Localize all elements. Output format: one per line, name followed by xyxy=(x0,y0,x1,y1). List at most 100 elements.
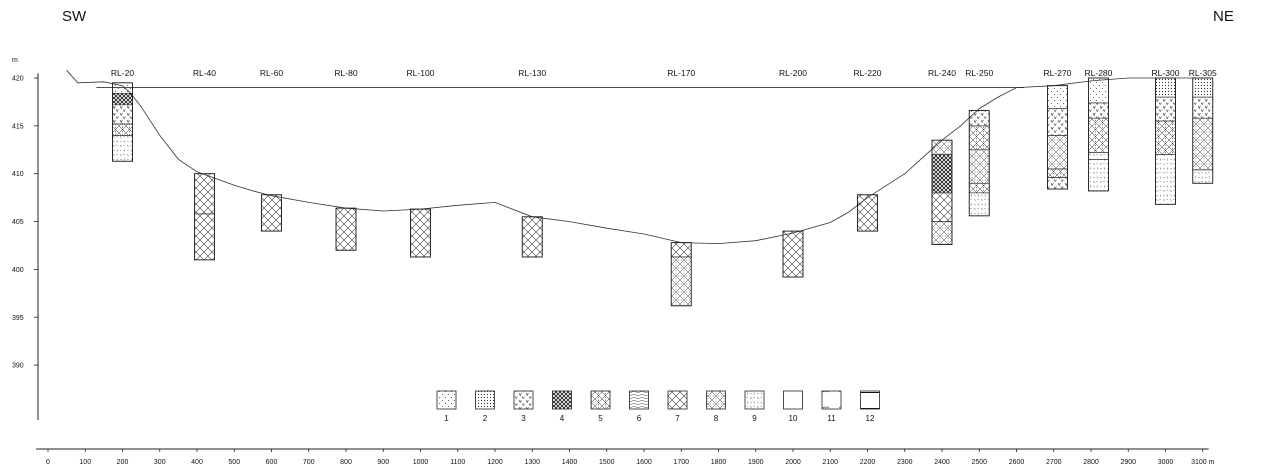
borehole-layer xyxy=(1155,77,1176,98)
borehole-label: RL-60 xyxy=(260,68,283,78)
borehole-layer xyxy=(670,242,692,258)
borehole-rl-130: RL-130 xyxy=(518,68,546,258)
borehole-rl-200: RL-200 xyxy=(779,68,807,278)
borehole-outline xyxy=(968,110,990,217)
borehole-layer xyxy=(931,192,953,222)
borehole-outline xyxy=(931,139,953,245)
x-tick-label: 1200 xyxy=(487,459,503,466)
borehole-label: RL-305 xyxy=(1189,68,1217,78)
legend-label-8: 8 xyxy=(714,414,719,423)
x-tick-label: 2200 xyxy=(860,459,876,466)
x-axis: 0 100 200 300 400 500 600 700 800 900 1000 1100 1200… xyxy=(36,448,1215,466)
boreholes: RL-20 RL-40 RL-60 RL-80 RL-100 RL-130 RL-170 RL… xyxy=(111,68,1217,307)
y-tick-label: 410 xyxy=(12,171,24,178)
borehole-layer xyxy=(1155,120,1176,155)
borehole-layer xyxy=(112,93,133,106)
borehole-layer xyxy=(931,154,953,194)
borehole-layer xyxy=(1088,117,1109,153)
y-tick-label: 400 xyxy=(12,267,24,274)
borehole-layer xyxy=(1155,154,1176,205)
legend-swatch-4 xyxy=(552,390,572,410)
borehole-label: RL-250 xyxy=(965,68,993,78)
borehole-rl-250: RL-250 xyxy=(965,68,993,217)
y-tick-label: 405 xyxy=(12,219,24,226)
borehole-rl-270: RL-270 xyxy=(1044,68,1072,190)
borehole-layer xyxy=(1088,102,1109,119)
x-tick-label: 2800 xyxy=(1083,459,1099,466)
borehole-rl-305: RL-305 xyxy=(1189,68,1217,184)
borehole-label: RL-280 xyxy=(1085,68,1113,78)
legend-label-3: 3 xyxy=(521,414,526,423)
borehole-label: RL-20 xyxy=(111,68,134,78)
borehole-label: RL-100 xyxy=(407,68,435,78)
borehole-layer xyxy=(968,149,990,184)
borehole-layer xyxy=(1088,152,1109,160)
borehole-layer xyxy=(1192,77,1214,98)
borehole-layer xyxy=(1155,96,1176,122)
borehole-outline xyxy=(261,194,282,232)
borehole-layer xyxy=(782,230,804,278)
x-tick-label: 600 xyxy=(266,459,278,466)
x-tick-label: 1900 xyxy=(748,459,764,466)
x-tick-label: 1500 xyxy=(599,459,615,466)
y-tick-label: 395 xyxy=(12,315,24,322)
x-tick-label: 2500 xyxy=(971,459,987,466)
borehole-label: RL-40 xyxy=(193,68,216,78)
borehole-layer xyxy=(1047,168,1068,178)
legend-label-11: 11 xyxy=(827,414,836,423)
legend-label-1: 1 xyxy=(444,414,449,423)
borehole-layer xyxy=(1047,108,1068,136)
x-tick-label: 2700 xyxy=(1046,459,1062,466)
x-tick-label: 1700 xyxy=(673,459,689,466)
y-axis: 420 415 410 405 400 395 390 xyxy=(12,73,39,420)
borehole-layer xyxy=(1047,135,1068,170)
river-bed-profile xyxy=(66,70,1203,245)
x-tick-label: 3000 xyxy=(1158,459,1174,466)
legend-label-2: 2 xyxy=(483,414,488,423)
x-tick-label: 2900 xyxy=(1120,459,1136,466)
y-tick-label: 420 xyxy=(12,76,24,83)
borehole-layer xyxy=(670,256,692,307)
borehole-rl-40: RL-40 xyxy=(193,68,216,261)
x-tick-label: 2100 xyxy=(822,459,838,466)
legend-label-7: 7 xyxy=(675,414,680,423)
borehole-layer xyxy=(112,104,133,125)
borehole-layer xyxy=(931,221,953,245)
legend-swatch-5 xyxy=(590,390,611,410)
borehole-layer xyxy=(968,110,990,127)
borehole-label: RL-240 xyxy=(928,68,956,78)
borehole-layer xyxy=(112,123,133,136)
y-tick-label: 390 xyxy=(12,363,24,370)
x-tick-label: 2000 xyxy=(785,459,801,466)
x-tick-label: 1300 xyxy=(524,459,540,466)
x-tick-label: 2600 xyxy=(1009,459,1025,466)
borehole-layer xyxy=(1047,177,1068,190)
borehole-layer xyxy=(931,139,953,155)
borehole-layer xyxy=(857,194,878,232)
x-tick-label: 300 xyxy=(154,459,166,466)
legend-label-5: 5 xyxy=(598,414,603,423)
borehole-label: RL-80 xyxy=(334,68,357,78)
borehole-outline xyxy=(1087,77,1109,192)
borehole-outline xyxy=(521,216,543,258)
borehole-layer xyxy=(1192,169,1214,184)
bed-profile-line xyxy=(66,70,1203,245)
x-tick-label: 400 xyxy=(191,459,203,466)
borehole-layer xyxy=(1192,117,1214,171)
borehole-outline xyxy=(782,230,804,278)
x-tick-label: 2300 xyxy=(897,459,913,466)
borehole-layer xyxy=(112,82,133,94)
borehole-layer xyxy=(521,216,543,258)
x-tick-label: 1100 xyxy=(450,459,465,466)
x-tick-label: 1800 xyxy=(711,459,727,466)
x-tick-label: 1000 xyxy=(413,459,429,466)
x-tick-label: 200 xyxy=(117,459,129,466)
x-tick-label: 2400 xyxy=(934,459,950,466)
legend-swatch-2 xyxy=(475,390,495,410)
borehole-rl-20: RL-20 xyxy=(111,68,134,162)
legend-swatch-8 xyxy=(706,390,726,410)
borehole-outline xyxy=(410,208,431,258)
legend-swatch-3 xyxy=(513,390,534,410)
legend-swatch-11 xyxy=(821,390,842,410)
borehole-layer xyxy=(968,192,990,217)
